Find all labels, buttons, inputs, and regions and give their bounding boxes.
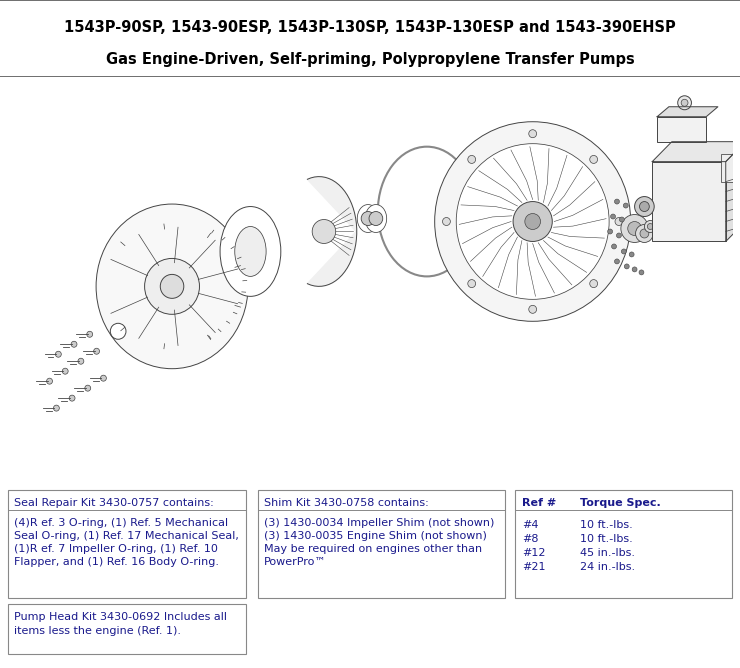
Circle shape — [590, 156, 598, 164]
Circle shape — [645, 220, 656, 232]
Circle shape — [623, 203, 628, 208]
Circle shape — [621, 214, 648, 242]
Text: 24 in.-lbs.: 24 in.-lbs. — [580, 562, 635, 572]
Text: 1543P-90SP, 1543-90ESP, 1543P-130SP, 1543P-130ESP and 1543-390EHSP: 1543P-90SP, 1543-90ESP, 1543P-130SP, 154… — [64, 20, 676, 35]
Circle shape — [629, 252, 634, 257]
Circle shape — [619, 217, 625, 222]
Circle shape — [78, 358, 84, 364]
Polygon shape — [652, 142, 740, 162]
Circle shape — [628, 222, 642, 236]
Text: Gas Engine-Driven, Self-priming, Polypropylene Transfer Pumps: Gas Engine-Driven, Self-priming, Polypro… — [106, 52, 634, 67]
Text: Seal Repair Kit 3430-0757 contains:: Seal Repair Kit 3430-0757 contains: — [14, 498, 214, 508]
Ellipse shape — [365, 204, 387, 232]
Circle shape — [85, 385, 91, 391]
Circle shape — [632, 267, 637, 272]
Circle shape — [144, 259, 200, 315]
Circle shape — [87, 331, 92, 337]
Text: items less the engine (Ref. 1).: items less the engine (Ref. 1). — [14, 626, 181, 636]
FancyBboxPatch shape — [8, 490, 246, 598]
Circle shape — [635, 196, 654, 216]
Polygon shape — [726, 142, 740, 241]
Circle shape — [608, 229, 613, 234]
Text: #4: #4 — [522, 520, 539, 530]
Text: Pump Head Kit 3430-0692 Includes all: Pump Head Kit 3430-0692 Includes all — [14, 612, 227, 622]
Circle shape — [69, 395, 75, 401]
Circle shape — [529, 130, 536, 138]
Circle shape — [590, 280, 598, 288]
FancyBboxPatch shape — [258, 490, 505, 598]
Circle shape — [625, 264, 629, 269]
Circle shape — [110, 323, 126, 339]
Circle shape — [636, 224, 653, 242]
Ellipse shape — [220, 206, 280, 297]
FancyBboxPatch shape — [515, 490, 732, 598]
Text: Shim Kit 3430-0758 contains:: Shim Kit 3430-0758 contains: — [264, 498, 428, 508]
Bar — [657, 117, 706, 142]
Ellipse shape — [96, 204, 248, 369]
Circle shape — [434, 122, 630, 321]
Circle shape — [681, 100, 688, 106]
Circle shape — [47, 378, 53, 384]
Circle shape — [62, 368, 68, 374]
Circle shape — [639, 202, 649, 212]
Text: May be required on engines other than: May be required on engines other than — [264, 544, 482, 554]
Circle shape — [639, 270, 644, 275]
Ellipse shape — [235, 226, 266, 277]
Circle shape — [513, 202, 552, 241]
Circle shape — [468, 280, 476, 288]
Text: #12: #12 — [522, 548, 545, 558]
Bar — [652, 162, 726, 241]
Text: #21: #21 — [522, 562, 545, 572]
Circle shape — [614, 199, 619, 204]
Bar — [721, 154, 740, 182]
Circle shape — [457, 144, 609, 299]
Circle shape — [101, 375, 107, 381]
Text: #8: #8 — [522, 534, 539, 544]
Text: (4)R ef. 3 O-ring, (1) Ref. 5 Mechanical: (4)R ef. 3 O-ring, (1) Ref. 5 Mechanical — [14, 518, 228, 528]
Circle shape — [678, 96, 691, 110]
Text: 10 ft.-lbs.: 10 ft.-lbs. — [580, 534, 633, 544]
Text: Flapper, and (1) Ref. 16 Body O-ring.: Flapper, and (1) Ref. 16 Body O-ring. — [14, 557, 219, 567]
Circle shape — [648, 224, 653, 230]
Circle shape — [622, 249, 626, 254]
Text: 10 ft.-lbs.: 10 ft.-lbs. — [580, 520, 633, 530]
Circle shape — [611, 244, 616, 249]
Text: (1)R ef. 7 Impeller O-ring, (1) Ref. 10: (1)R ef. 7 Impeller O-ring, (1) Ref. 10 — [14, 544, 218, 554]
Circle shape — [616, 233, 622, 238]
Circle shape — [443, 218, 451, 226]
Circle shape — [56, 351, 61, 357]
Text: Seal O-ring, (1) Ref. 17 Mechanical Seal,: Seal O-ring, (1) Ref. 17 Mechanical Seal… — [14, 531, 239, 541]
Circle shape — [369, 212, 383, 226]
Circle shape — [610, 214, 616, 219]
Circle shape — [312, 220, 336, 243]
Circle shape — [468, 156, 476, 164]
Circle shape — [614, 259, 619, 264]
Circle shape — [53, 405, 59, 411]
Polygon shape — [307, 176, 357, 287]
Circle shape — [615, 218, 623, 226]
Circle shape — [525, 214, 540, 230]
Circle shape — [71, 341, 77, 347]
Circle shape — [161, 275, 184, 299]
Circle shape — [529, 305, 536, 313]
FancyBboxPatch shape — [8, 604, 246, 654]
Ellipse shape — [357, 204, 379, 232]
Circle shape — [94, 348, 99, 354]
Polygon shape — [657, 107, 718, 117]
Text: (3) 1430-0034 Impeller Shim (not shown): (3) 1430-0034 Impeller Shim (not shown) — [264, 518, 494, 528]
Circle shape — [361, 212, 375, 226]
Text: PowerPro™: PowerPro™ — [264, 557, 326, 567]
Text: Ref #: Ref # — [522, 498, 556, 508]
Text: 45 in.-lbs.: 45 in.-lbs. — [580, 548, 635, 558]
Circle shape — [640, 229, 649, 238]
Text: (3) 1430-0035 Engine Shim (not shown): (3) 1430-0035 Engine Shim (not shown) — [264, 531, 487, 541]
Text: Torque Spec.: Torque Spec. — [580, 498, 661, 508]
